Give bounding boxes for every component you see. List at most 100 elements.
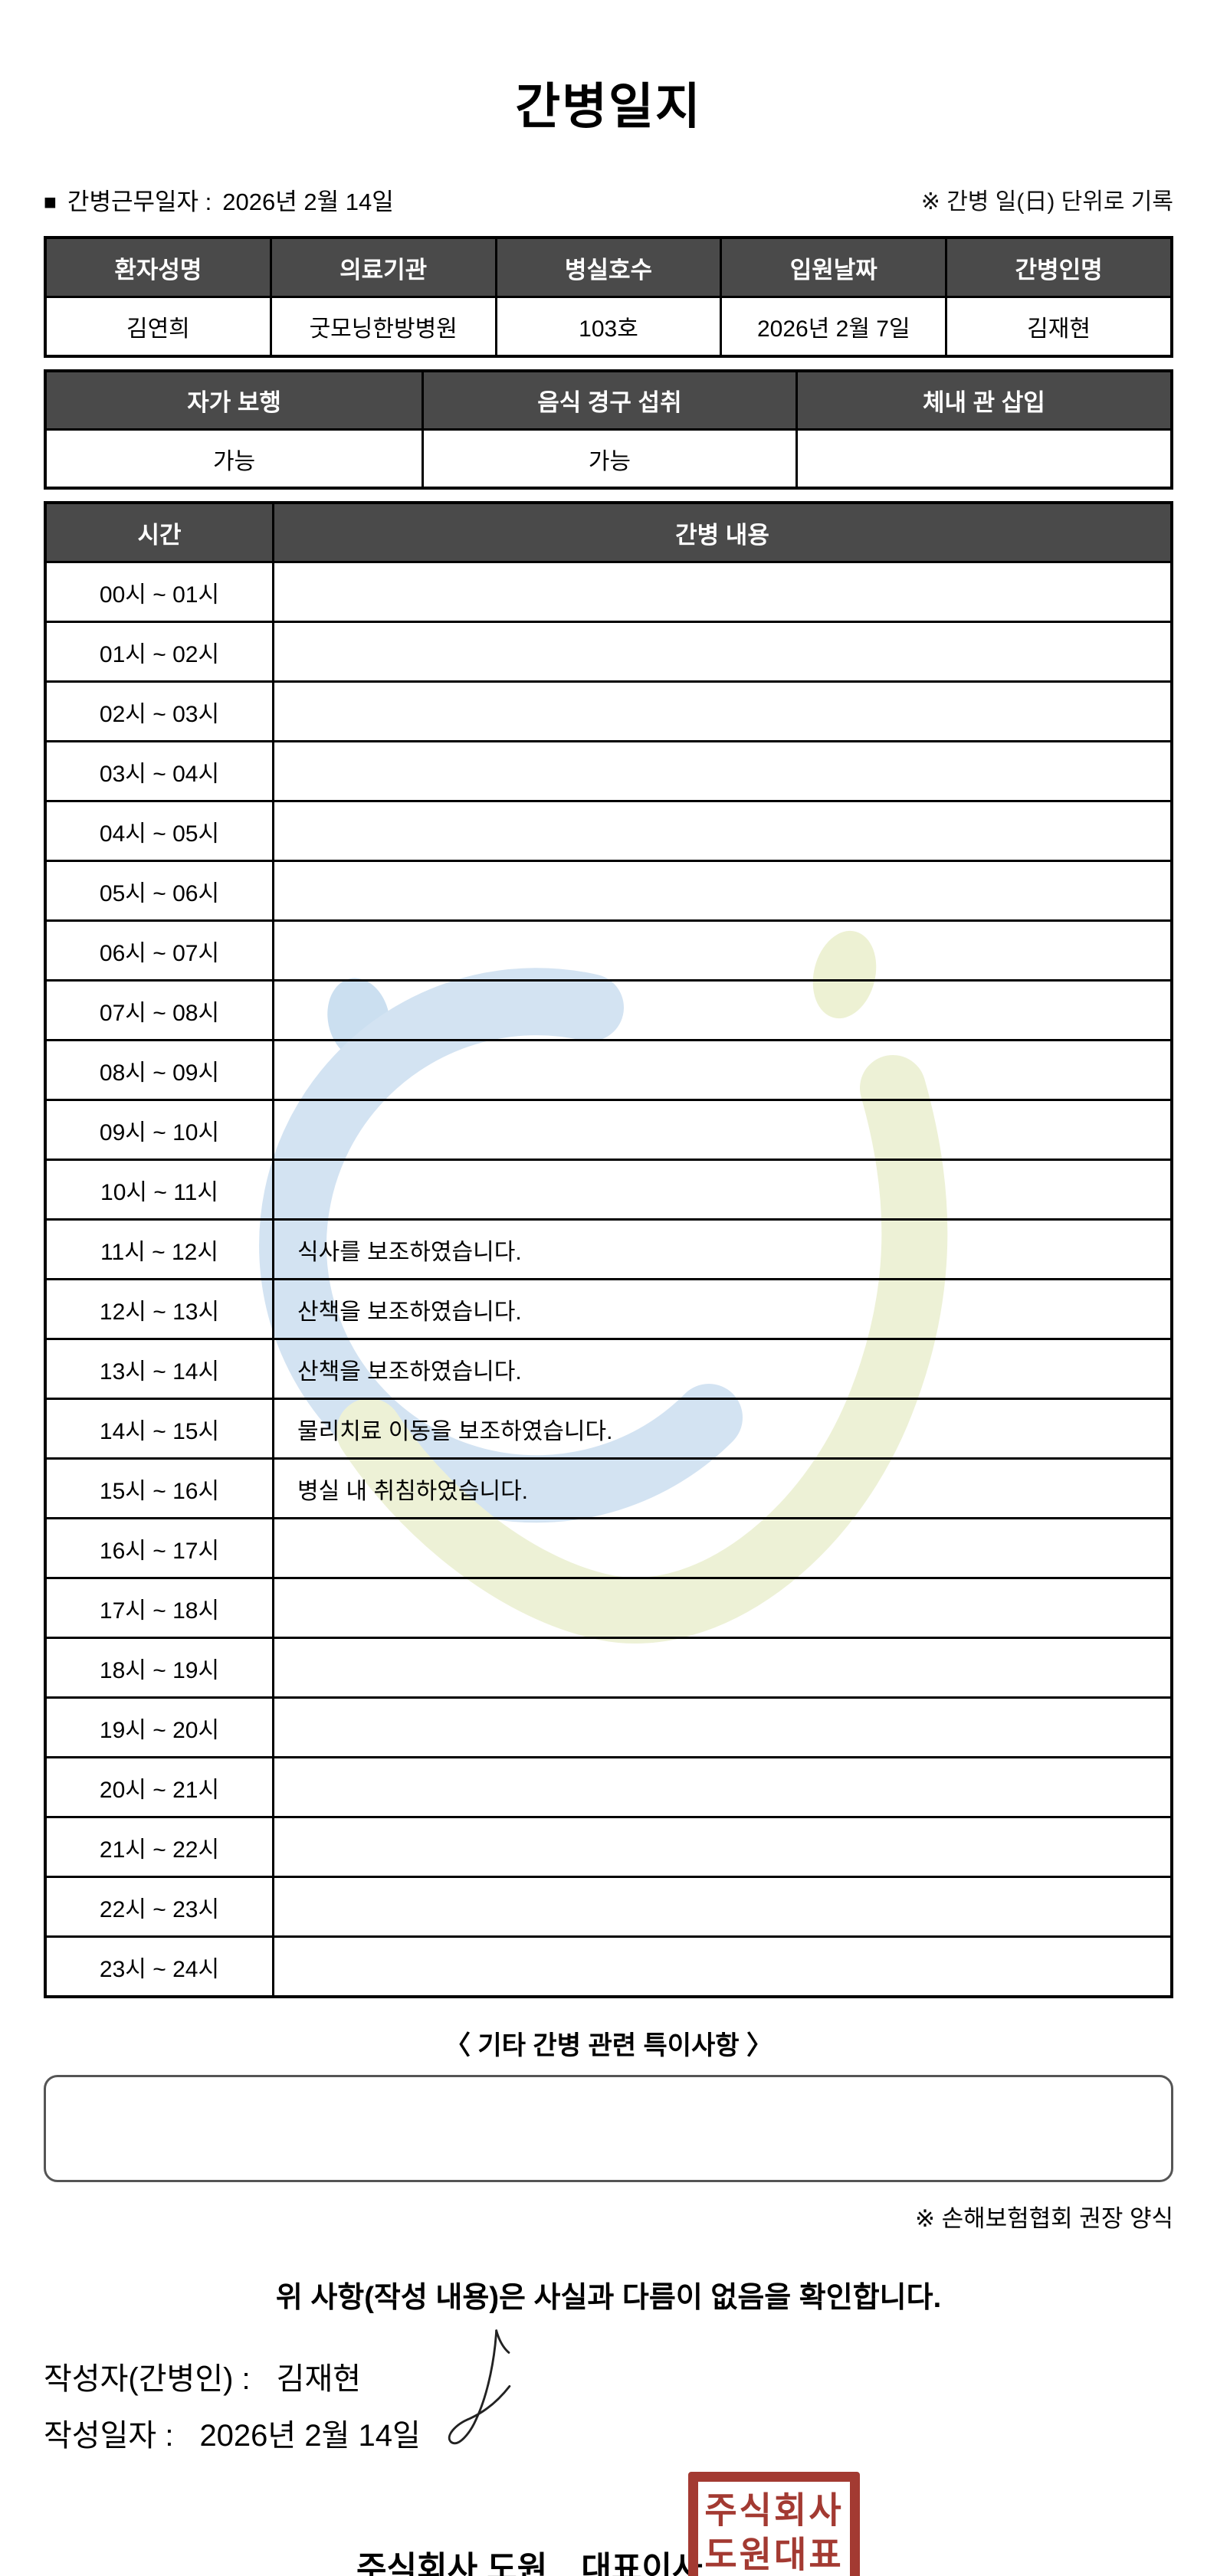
care-content-cell (272, 860, 1173, 922)
care-log-row: 22시 ~ 23시 (44, 1876, 1173, 1938)
care-content-cell: 산책을 보조하였습니다. (272, 1338, 1173, 1400)
care-time-cell: 08시 ~ 09시 (44, 1039, 274, 1101)
care-time-cell: 16시 ~ 17시 (44, 1517, 274, 1579)
status-header-row: 자가 보행 음식 경구 섭취 체내 관 삽입 (44, 369, 1173, 431)
care-log-row: 13시 ~ 14시 산책을 보조하였습니다. (44, 1338, 1173, 1400)
care-log-row: 03시 ~ 04시 (44, 740, 1173, 802)
company-name: 주식회사 도원 (356, 2551, 548, 2576)
care-content-column-header: 간병 내용 (272, 501, 1173, 563)
company-role: 대표이사 (581, 2551, 703, 2576)
care-log-row: 08시 ~ 09시 (44, 1039, 1173, 1101)
work-date-line: ■ 간병근무일자 : 2026년 2월 14일 (44, 187, 394, 218)
care-content-cell (272, 1637, 1173, 1699)
care-time-cell: 00시 ~ 01시 (44, 561, 274, 623)
care-time-cell: 02시 ~ 03시 (44, 680, 274, 742)
write-date-line: 작성일자 : 2026년 2월 14일 (44, 2417, 1173, 2455)
caregiver-name-value: 김재현 (945, 296, 1173, 358)
care-time-cell: 23시 ~ 24시 (44, 1935, 274, 1998)
care-content-cell (272, 1159, 1173, 1221)
extra-notes-box (44, 2075, 1173, 2182)
care-content-cell (272, 621, 1173, 683)
work-date-value: 2026년 2월 14일 (222, 188, 394, 215)
extra-notes-heading: 〈 기타 간병 관련 특이사항 〉 (444, 2031, 773, 2060)
company-seal-stamp: 주식회사 도원대표 이사의인 (688, 2472, 860, 2576)
care-content-cell (272, 1876, 1173, 1938)
care-time-cell: 19시 ~ 20시 (44, 1696, 274, 1758)
writer-label: 작성자(간병인) : (44, 2362, 251, 2396)
oral-intake-header: 음식 경구 섭취 (422, 369, 798, 431)
care-time-cell: 22시 ~ 23시 (44, 1876, 274, 1938)
time-column-header: 시간 (44, 501, 274, 563)
care-content-cell (272, 1935, 1173, 1998)
patient-header-row: 환자성명 의료기관 병실호수 입원날짜 간병인명 (44, 236, 1173, 298)
care-log-row: 17시 ~ 18시 (44, 1577, 1173, 1639)
work-date-label: 간병근무일자 : (67, 188, 212, 215)
care-time-cell: 09시 ~ 10시 (44, 1099, 274, 1161)
care-log-row: 00시 ~ 01시 (44, 561, 1173, 623)
care-log-row: 20시 ~ 21시 (44, 1756, 1173, 1818)
internal-tube-value (795, 428, 1173, 490)
care-time-cell: 18시 ~ 19시 (44, 1637, 274, 1699)
care-log-row: 02시 ~ 03시 (44, 680, 1173, 742)
care-content-cell (272, 1696, 1173, 1758)
care-time-cell: 20시 ~ 21시 (44, 1756, 274, 1818)
care-content-cell (272, 1577, 1173, 1639)
room-number-value: 103호 (494, 296, 723, 358)
patient-info-table: 환자성명 의료기관 병실호수 입원날짜 간병인명 김연희 굿모닝한방병원 103… (44, 236, 1173, 358)
care-content-cell: 식사를 보조하였습니다. (272, 1218, 1173, 1280)
care-time-cell: 03시 ~ 04시 (44, 740, 274, 802)
care-time-cell: 17시 ~ 18시 (44, 1577, 274, 1639)
care-content-cell (272, 1756, 1173, 1818)
medical-institution-value: 굿모닝한방병원 (269, 296, 497, 358)
care-log-row: 16시 ~ 17시 (44, 1517, 1173, 1579)
care-time-cell: 15시 ~ 16시 (44, 1457, 274, 1519)
care-time-cell: 21시 ~ 22시 (44, 1816, 274, 1878)
care-log-row: 10시 ~ 11시 (44, 1159, 1173, 1221)
page-title: 간병일지 (515, 79, 702, 134)
caregiver-name-header: 간병인명 (945, 236, 1173, 298)
care-log-table: 시간 간병 내용 00시 ~ 01시 01시 ~ 02시 02시 ~ 03시 0… (44, 501, 1173, 1998)
write-date-label: 작성일자 : (44, 2419, 174, 2453)
room-number-header: 병실호수 (494, 236, 723, 298)
handwritten-signature (448, 2329, 511, 2445)
internal-tube-header: 체내 관 삽입 (795, 369, 1173, 431)
care-time-cell: 14시 ~ 15시 (44, 1398, 274, 1460)
medical-institution-header: 의료기관 (269, 236, 497, 298)
care-content-cell (272, 1816, 1173, 1878)
confirmation-statement: 위 사항(작성 내용)은 사실과 다름이 없음을 확인합니다. (275, 2282, 942, 2314)
care-log-row: 07시 ~ 08시 (44, 979, 1173, 1041)
seal-line-1: 주식회사 (704, 2489, 844, 2531)
care-log-row: 04시 ~ 05시 (44, 800, 1173, 862)
daily-record-note: ※ 간병 일(日) 단위로 기록 (920, 189, 1173, 215)
care-time-cell: 13시 ~ 14시 (44, 1338, 274, 1400)
care-header-row: 시간 간병 내용 (44, 501, 1173, 563)
care-time-cell: 05시 ~ 06시 (44, 860, 274, 922)
care-content-cell: 산책을 보조하였습니다. (272, 1278, 1173, 1340)
care-log-row: 23시 ~ 24시 (44, 1935, 1173, 1998)
company-line: 주식회사 도원 대표이사 (356, 2542, 703, 2576)
info-row: ■ 간병근무일자 : 2026년 2월 14일 ※ 간병 일(日) 단위로 기록 (44, 187, 1173, 218)
care-content-cell (272, 1039, 1173, 1101)
patient-name-value: 김연희 (44, 296, 272, 358)
care-content-cell (272, 979, 1173, 1041)
self-walking-value: 가능 (44, 428, 425, 490)
admission-date-value: 2026년 2월 7일 (720, 296, 948, 358)
care-content-cell: 병실 내 취침하였습니다. (272, 1457, 1173, 1519)
care-time-cell: 06시 ~ 07시 (44, 919, 274, 982)
care-log-row: 14시 ~ 15시 물리치료 이동을 보조하였습니다. (44, 1398, 1173, 1460)
care-content-cell: 물리치료 이동을 보조하였습니다. (272, 1398, 1173, 1460)
care-content-cell (272, 1517, 1173, 1579)
care-time-cell: 01시 ~ 02시 (44, 621, 274, 683)
writer-name: 김재현 (276, 2362, 362, 2396)
care-content-cell (272, 740, 1173, 802)
company-block: 주식회사 도원 대표이사 주식회사 도원대표 이사의인 (44, 2472, 1173, 2576)
care-time-cell: 10시 ~ 11시 (44, 1159, 274, 1221)
care-log-row: 15시 ~ 16시 병실 내 취침하였습니다. (44, 1457, 1173, 1519)
care-log-row: 18시 ~ 19시 (44, 1637, 1173, 1699)
square-bullet-icon: ■ (44, 190, 57, 214)
status-table: 자가 보행 음식 경구 섭취 체내 관 삽입 가능 가능 (44, 369, 1173, 490)
care-log-row: 21시 ~ 22시 (44, 1816, 1173, 1878)
care-log-row: 05시 ~ 06시 (44, 860, 1173, 922)
care-log-row: 06시 ~ 07시 (44, 919, 1173, 982)
